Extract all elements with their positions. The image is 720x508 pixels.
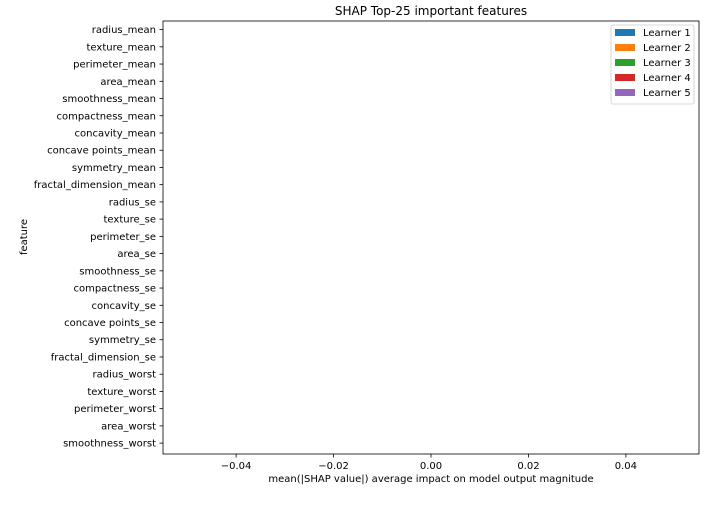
- x-tick-label: 0.00: [420, 461, 442, 472]
- y-tick-label: compactness_mean: [56, 111, 156, 122]
- legend-label: Learner 1: [643, 28, 691, 39]
- y-tick-label: fractal_dimension_mean: [34, 180, 156, 191]
- y-tick-label: fractal_dimension_se: [51, 352, 156, 363]
- y-tick-label: radius_se: [109, 197, 156, 208]
- y-tick-label: perimeter_worst: [74, 404, 156, 415]
- legend: Learner 1 Learner 2 Learner 3 Learner 4 Lear…: [610, 24, 695, 105]
- y-tick-label: texture_se: [104, 215, 156, 226]
- y-tick-label: concavity_mean: [75, 128, 156, 139]
- y-tick-label: smoothness_worst: [63, 439, 156, 450]
- y-tick-label: symmetry_se: [89, 335, 156, 346]
- legend-label: Learner 3: [643, 58, 691, 69]
- legend-label: Learner 5: [643, 88, 691, 99]
- legend-swatch: [615, 89, 635, 96]
- legend-swatch: [615, 59, 635, 66]
- legend-swatch: [615, 29, 635, 36]
- y-tick-label: concave points_mean: [47, 146, 156, 157]
- y-tick-label: smoothness_se: [79, 266, 156, 277]
- y-tick-label: area_worst: [101, 421, 156, 432]
- legend-label: Learner 4: [643, 73, 691, 84]
- y-tick-label: area_se: [117, 249, 156, 260]
- x-axis-label: mean(|SHAP value|) average impact on mod…: [268, 474, 593, 485]
- y-tick-label: texture_mean: [87, 42, 156, 53]
- y-tick-label: area_mean: [100, 77, 156, 88]
- y-tick-label: smoothness_mean: [62, 94, 156, 105]
- y-axis-label: feature: [19, 219, 30, 255]
- y-tick-label: texture_worst: [87, 387, 156, 398]
- legend-swatch: [615, 44, 635, 51]
- x-tick-label: 0.04: [615, 461, 637, 472]
- y-tick-label: perimeter_mean: [73, 60, 156, 71]
- x-tick-label: −0.04: [221, 461, 252, 472]
- y-axis-ticks: radius_mean texture_mean perimeter_meanare…: [34, 25, 163, 450]
- y-tick-label: concave points_se: [64, 318, 156, 329]
- legend-swatch: [615, 74, 635, 81]
- plot-area: [162, 20, 700, 455]
- legend-items: Learner 1 Learner 2 Learner 3 Learner 4 Lear…: [615, 28, 691, 99]
- y-tick-label: radius_mean: [92, 25, 156, 36]
- y-tick-label: radius_worst: [93, 370, 157, 381]
- y-tick-label: concavity_se: [92, 301, 156, 312]
- y-tick-label: compactness_se: [73, 284, 156, 295]
- chart-title: SHAP Top-25 important features: [335, 4, 527, 18]
- legend-label: Learner 2: [643, 43, 691, 54]
- y-tick-label: symmetry_mean: [72, 163, 156, 174]
- x-tick-label: −0.02: [318, 461, 349, 472]
- x-axis-ticks: −0.04 −0.02 0.00 0.02 0.04: [221, 454, 637, 472]
- x-tick-label: 0.02: [517, 461, 539, 472]
- y-tick-label: perimeter_se: [90, 232, 156, 243]
